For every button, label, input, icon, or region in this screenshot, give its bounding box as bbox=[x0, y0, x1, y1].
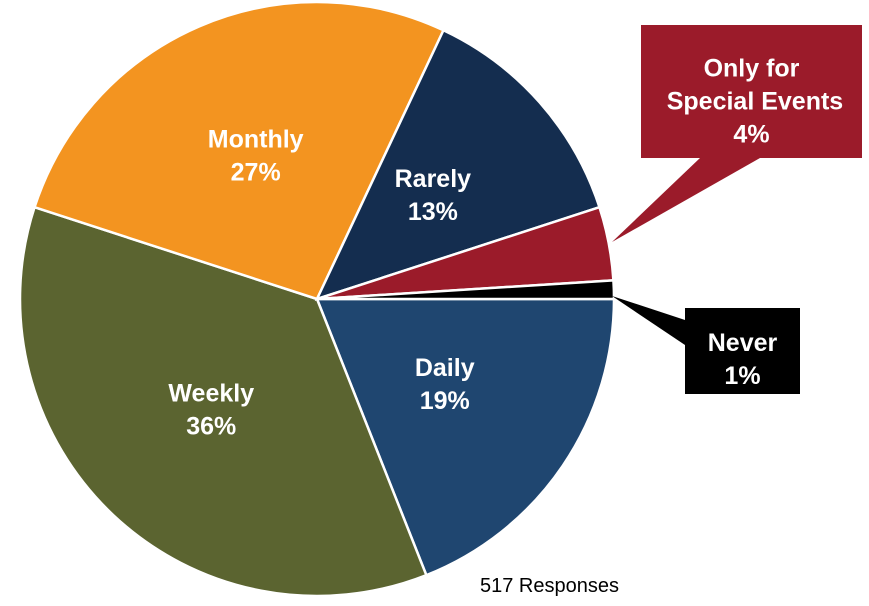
slice-label: Rarely 13% bbox=[395, 165, 472, 226]
value-label: 19% bbox=[420, 387, 470, 415]
callout-box bbox=[641, 25, 862, 158]
pie-slice bbox=[314, 28, 602, 302]
category-label: Rarely bbox=[395, 165, 472, 193]
callout-tail bbox=[612, 158, 760, 242]
slice-label: Monthly 27% bbox=[208, 125, 304, 186]
pie-slice bbox=[315, 297, 616, 577]
slice-label: Weekly 36% bbox=[168, 380, 254, 441]
callout-tail bbox=[612, 296, 685, 345]
category-label: Weekly bbox=[168, 380, 254, 408]
slice-label: Never 1% bbox=[708, 329, 778, 390]
pie-slice bbox=[32, 0, 446, 301]
pie-slice bbox=[18, 205, 428, 598]
category-label: Monthly bbox=[208, 125, 304, 153]
slice-label: Daily 19% bbox=[415, 354, 475, 415]
value-label: 4% bbox=[733, 121, 769, 149]
pie-slice bbox=[316, 279, 616, 301]
category-label: Daily bbox=[415, 354, 475, 382]
category-label: Only for Special Events bbox=[660, 55, 843, 116]
value-label: 1% bbox=[724, 362, 760, 390]
callout-box bbox=[685, 308, 800, 394]
responses-note: 517 Responses bbox=[480, 575, 619, 597]
value-label: 36% bbox=[186, 413, 236, 441]
value-label: 27% bbox=[231, 158, 281, 186]
value-label: 13% bbox=[408, 198, 458, 226]
slice-label: Only for Special Events 4% bbox=[660, 55, 843, 149]
category-label: Never bbox=[708, 329, 778, 357]
